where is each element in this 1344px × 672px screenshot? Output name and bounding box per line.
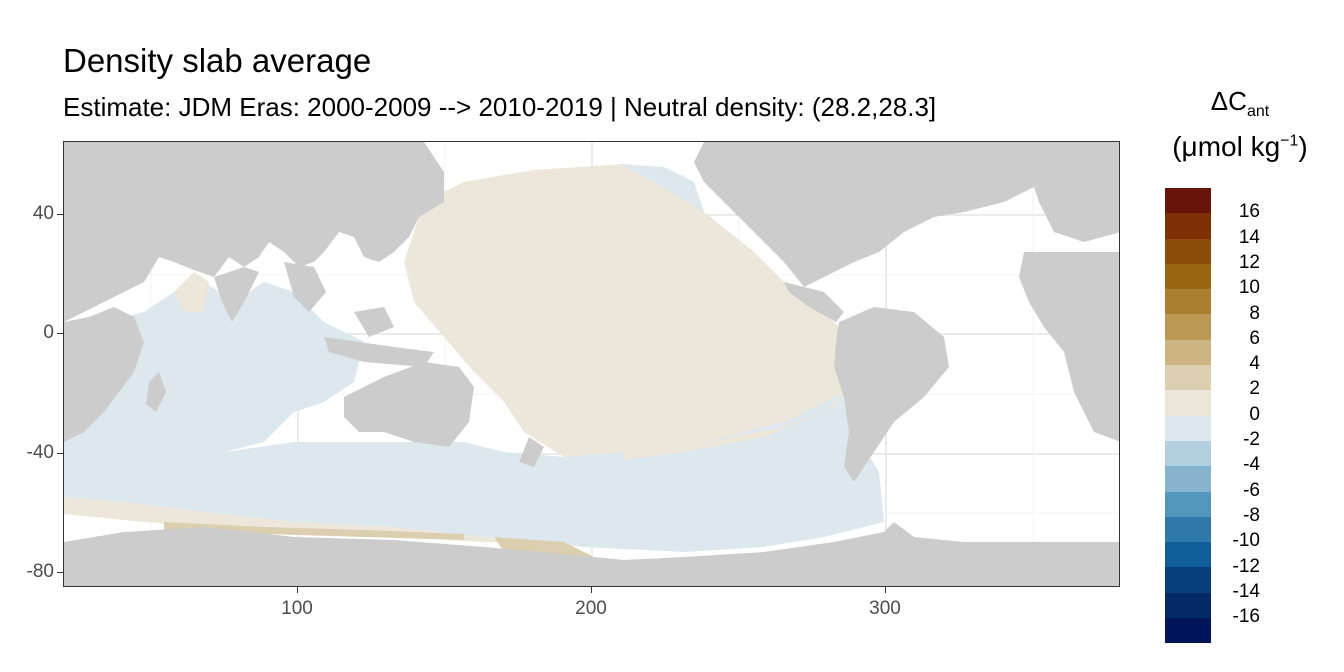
legend-swatch <box>1165 466 1211 492</box>
legend-label: -12 <box>1232 555 1260 577</box>
legend-title-subscript: ant <box>1246 103 1270 121</box>
legend-title-symbol: ΔC <box>1210 86 1247 116</box>
legend-colorbar <box>1165 188 1211 644</box>
page-title: Density slab average <box>63 42 372 79</box>
southeast-asia-landmass <box>284 262 326 312</box>
legend-swatch <box>1165 491 1211 517</box>
legend-label: 10 <box>1238 277 1260 299</box>
legend-label: -6 <box>1243 479 1260 501</box>
map-panel <box>63 141 1120 587</box>
legend-label: -8 <box>1243 504 1260 526</box>
y-tick-label: 0 <box>43 322 54 343</box>
y-tick-mark <box>57 572 63 573</box>
legend-units-close: ) <box>1298 131 1308 163</box>
asia-landmass <box>64 142 444 322</box>
page-subtitle: Estimate: JDM Eras: 2000-2009 --> 2010-2… <box>63 92 937 122</box>
legend-swatch <box>1165 314 1211 340</box>
y-tick-label: 40 <box>32 203 54 224</box>
legend-units-superscript: −1 <box>1280 132 1299 150</box>
europe-landmass <box>1024 142 1119 242</box>
south-pacific-positive-tongue <box>624 392 844 460</box>
legend-units-text: (μmol kg <box>1172 131 1281 163</box>
legend-swatch <box>1165 213 1211 239</box>
new-zealand-landmass <box>519 437 544 467</box>
legend-label: -4 <box>1243 454 1260 476</box>
legend-swatch <box>1165 263 1211 290</box>
y-tick-label: -80 <box>26 561 54 582</box>
map-svg <box>64 142 1119 586</box>
north-america-landmass <box>694 142 1119 287</box>
legend-label: 2 <box>1249 378 1260 400</box>
legend-label: 12 <box>1238 251 1260 273</box>
pacific-positive-region <box>404 164 864 457</box>
legend-label: 16 <box>1238 201 1260 223</box>
borneo-landmass <box>354 307 394 337</box>
legend-swatch <box>1165 339 1211 366</box>
southern-ocean-negative-region <box>64 392 884 552</box>
x-tick-label: 200 <box>575 598 607 619</box>
antarctic-margin-positive-band <box>164 522 464 540</box>
legend-label: -14 <box>1232 580 1260 602</box>
y-tick-label: -40 <box>26 442 54 463</box>
legend-swatch <box>1165 365 1211 391</box>
legend-swatch <box>1165 289 1211 315</box>
legend-swatch <box>1165 567 1211 593</box>
land-masses <box>64 142 1119 586</box>
indian-negative-region <box>64 282 364 462</box>
west-africa-landmass <box>1019 252 1119 442</box>
arabian-sea-positive-region <box>174 272 209 312</box>
africa-landmass <box>64 307 144 442</box>
madagascar-landmass <box>146 372 166 412</box>
x-tick-label: 100 <box>281 598 313 619</box>
indonesia-landmass <box>324 337 434 367</box>
india-landmass <box>214 267 259 322</box>
australia-landmass <box>344 362 474 447</box>
legend-label: 8 <box>1249 302 1260 324</box>
x-tick-label: 300 <box>869 598 901 619</box>
legend-swatch <box>1165 618 1211 644</box>
legend-swatch <box>1165 188 1211 214</box>
south-america-landmass <box>834 307 949 482</box>
central-america-landmass <box>784 282 844 322</box>
legend-label: 0 <box>1249 403 1260 425</box>
x-tick-mark <box>591 587 592 593</box>
delta-cant-field <box>64 164 884 567</box>
x-tick-mark <box>885 587 886 593</box>
north-pacific-negative-region <box>619 164 704 212</box>
y-tick-mark <box>57 333 63 334</box>
y-tick-mark <box>57 214 63 215</box>
x-tick-mark <box>297 587 298 593</box>
y-tick-mark <box>57 453 63 454</box>
legend-label: 6 <box>1249 327 1260 349</box>
legend-label: -16 <box>1232 606 1260 628</box>
legend-swatch <box>1165 238 1211 264</box>
antarctica-landmass <box>64 522 1119 586</box>
legend-swatch <box>1165 440 1211 467</box>
legend-swatch <box>1165 415 1211 441</box>
legend-label: -10 <box>1232 530 1260 552</box>
legend-swatch <box>1165 542 1211 568</box>
legend-swatch <box>1165 516 1211 543</box>
legend-label: -2 <box>1243 429 1260 450</box>
legend-title: ΔCant (μmol kg−1) <box>1160 86 1320 163</box>
legend-swatch <box>1165 592 1211 619</box>
legend-swatch <box>1165 390 1211 416</box>
legend-label: 14 <box>1238 226 1260 248</box>
legend-label: 4 <box>1249 353 1260 375</box>
legend-units: (μmol kg−1) <box>1160 131 1320 163</box>
